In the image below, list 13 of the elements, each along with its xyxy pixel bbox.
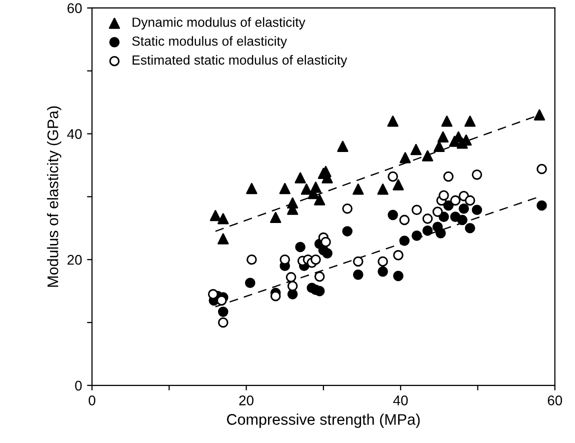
x-tick-label: 0 [88,396,96,406]
y-tick-label: 0 [75,380,82,391]
legend-label: Estimated static modulus of elasticity [132,55,348,68]
y-tick-label: 60 [68,3,82,14]
x-tick-label: 60 [548,396,562,406]
x-tick-label: 20 [239,396,254,406]
legend-label: Static modulus of elasticity [132,36,288,48]
x-tick-label: 40 [393,396,408,406]
y-tick-label: 20 [68,254,82,265]
y-tick-label: 40 [67,129,82,139]
x-axis-title: Compressive strength (MPa) [227,414,420,428]
y-axis-title: Modulus of elasticity (GPa) [47,106,62,287]
legend-label: Dynamic modulus of elasticity [132,17,306,30]
